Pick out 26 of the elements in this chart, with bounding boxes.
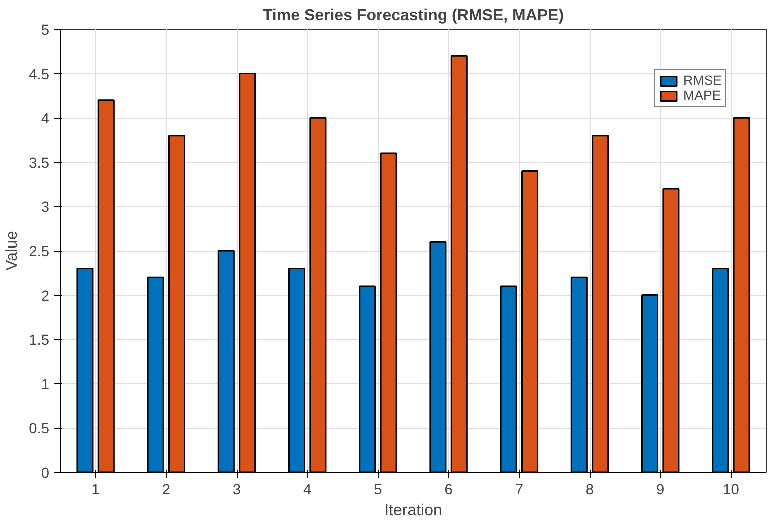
- y-tick-label: 3: [41, 200, 50, 216]
- y-tick-label: 2: [41, 288, 50, 305]
- legend-label: RMSE: [683, 73, 722, 88]
- x-tick-label: 4: [304, 482, 312, 498]
- y-axis-title: Value: [4, 231, 22, 271]
- x-tick-label: 8: [586, 482, 594, 498]
- x-tick-label: 10: [723, 482, 740, 498]
- y-tick-label: 0.5: [29, 422, 50, 438]
- legend-label: MAPE: [683, 88, 722, 103]
- y-tick-label: 4: [41, 112, 50, 128]
- x-axis-title: Iteration: [384, 502, 442, 520]
- x-tick-label: 5: [374, 482, 382, 498]
- x-tick-label: 1: [92, 482, 100, 498]
- x-tick-label: 7: [515, 482, 524, 498]
- x-tick-label: 6: [444, 482, 453, 498]
- chart-title: Time Series Forecasting (RMSE, MAPE): [262, 8, 564, 24]
- y-tick-label: 5: [41, 23, 50, 39]
- y-tick-label: 0: [41, 466, 50, 482]
- y-tick-label: 1.5: [29, 333, 50, 350]
- x-tick-label: 2: [162, 482, 170, 498]
- y-tick-label: 3.5: [29, 156, 50, 172]
- y-tick-label: 1: [41, 377, 50, 394]
- x-tick-label: 9: [656, 482, 665, 498]
- y-tick-label: 4.5: [29, 67, 50, 84]
- y-tick-label: 2.5: [29, 244, 50, 260]
- x-tick-label: 3: [232, 482, 242, 498]
